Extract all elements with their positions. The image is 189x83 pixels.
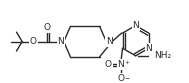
Text: O: O (117, 74, 124, 83)
Text: +: + (124, 60, 130, 65)
Text: O: O (43, 23, 50, 32)
Text: N: N (132, 21, 139, 30)
Text: N: N (145, 44, 152, 53)
Text: O: O (30, 37, 37, 46)
Text: N: N (117, 60, 124, 69)
Text: O: O (105, 60, 112, 69)
Text: N: N (57, 37, 64, 46)
Text: NH₂: NH₂ (155, 51, 172, 60)
Text: N: N (106, 37, 112, 46)
Text: −: − (124, 75, 130, 80)
